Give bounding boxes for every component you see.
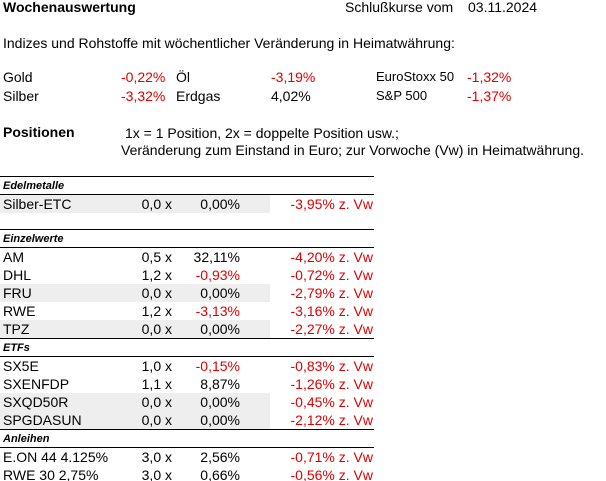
factor: 0,0 x	[141, 285, 172, 301]
factor: 1,2 x	[141, 267, 172, 283]
title: Wochenauswertung	[3, 0, 136, 15]
factor: 3,0 x	[141, 449, 172, 465]
weekly-change: -0,45% z. Vw	[290, 394, 373, 410]
weekly-change: -3,95% z. Vw	[290, 196, 373, 212]
section-title: Einzelwerte	[3, 233, 64, 245]
positions-label: Positionen	[3, 124, 75, 140]
change: 8,87%	[200, 376, 240, 392]
weekly-change: -2,79% z. Vw	[290, 285, 373, 301]
date-label: Schlußkurse vom	[345, 0, 454, 15]
weekly-change: -2,12% z. Vw	[290, 412, 373, 428]
factor: 0,0 x	[141, 412, 172, 428]
index-name: EuroStoxx 50	[376, 69, 455, 84]
change: -0,93%	[195, 267, 240, 283]
position-name: SX5E	[3, 358, 39, 374]
index-change: -3,19%	[271, 69, 316, 85]
weekly-change: -0,71% z. Vw	[290, 449, 373, 465]
factor: 0,0 x	[141, 321, 172, 337]
rule	[0, 429, 374, 430]
row-shade	[0, 284, 270, 302]
rule	[0, 176, 374, 177]
row-shade	[0, 411, 270, 429]
index-name: Erdgas	[176, 88, 221, 104]
position-name: SXENFDP	[3, 376, 70, 392]
index-change: -1,32%	[467, 69, 512, 85]
position-name: E.ON 44 4.125%	[3, 449, 109, 465]
position-name: SPGDASUN	[3, 412, 82, 428]
position-name: Silber-ETC	[3, 196, 72, 212]
row-shade	[0, 393, 270, 411]
weekly-change: -0,72% z. Vw	[290, 267, 373, 283]
factor: 0,0 x	[141, 394, 172, 410]
factor: 3,0 x	[141, 467, 172, 481]
factor: 1,2 x	[141, 303, 172, 319]
change: 0,00%	[200, 321, 240, 337]
row-shade	[0, 320, 270, 338]
weekly-change: -4,20% z. Vw	[290, 249, 373, 265]
note: Veränderung zum Einstand in Euro; zur Vo…	[121, 142, 585, 158]
change: 0,66%	[200, 467, 240, 481]
position-name: RWE	[3, 303, 36, 319]
position-name: DHL	[3, 267, 32, 283]
weekly-change: -2,27% z. Vw	[290, 321, 373, 337]
change: 0,00%	[200, 196, 240, 212]
position-name: AM	[3, 249, 24, 265]
rule	[0, 194, 374, 195]
factor: 0,5 x	[141, 249, 172, 265]
section-title: Anleihen	[3, 433, 50, 445]
change: 0,00%	[200, 412, 240, 428]
weekly-change: -0,83% z. Vw	[290, 358, 373, 374]
change: -0,15%	[195, 358, 240, 374]
index-change: -0,22%	[121, 69, 166, 85]
weekly-change: -0,56% z. Vw	[290, 467, 373, 481]
note: 1x = 1 Position, 2x = doppelte Position …	[125, 125, 399, 141]
factor: 0,0 x	[141, 196, 172, 212]
weekly-change: -1,26% z. Vw	[290, 376, 373, 392]
rule	[0, 247, 374, 248]
factor: 1,1 x	[141, 376, 172, 392]
index-name: Öl	[176, 69, 190, 85]
intro: Indizes und Rohstoffe mit wöchentlicher …	[3, 35, 455, 51]
position-name: RWE 30 2,75%	[3, 467, 99, 481]
rule	[0, 447, 374, 448]
change: 32,11%	[193, 249, 240, 265]
index-name: S&P 500	[376, 88, 428, 103]
rule	[0, 356, 374, 357]
change: 2,56%	[200, 449, 240, 465]
rule	[0, 338, 374, 339]
section-title: ETFs	[3, 342, 30, 354]
index-change: 4,02%	[271, 88, 311, 104]
index-change: -3,32%	[121, 88, 166, 104]
position-name: SXQD50R	[3, 394, 69, 410]
weekly-change: -3,16% z. Vw	[290, 303, 373, 319]
index-name: Gold	[3, 69, 33, 85]
position-name: TPZ	[3, 321, 30, 337]
index-name: Silber	[3, 88, 39, 104]
date: 03.11.2024	[468, 0, 538, 15]
rule	[0, 229, 374, 230]
factor: 1,0 x	[141, 358, 172, 374]
change: -3,13%	[195, 303, 240, 319]
index-change: -1,37%	[467, 88, 512, 104]
change: 0,00%	[200, 285, 240, 301]
row-shade	[0, 195, 270, 213]
position-name: FRU	[3, 285, 32, 301]
change: 0,00%	[200, 394, 240, 410]
section-title: Edelmetalle	[3, 180, 65, 192]
